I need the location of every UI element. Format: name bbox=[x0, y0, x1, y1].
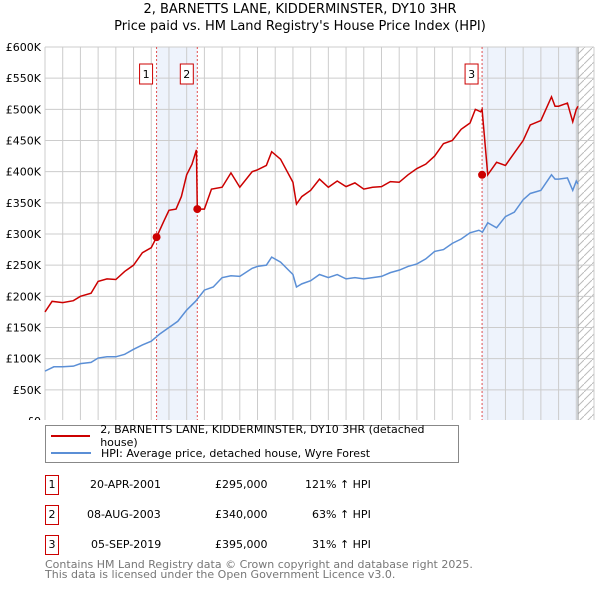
legend: 2, BARNETTS LANE, KIDDERMINSTER, DY10 3H… bbox=[45, 423, 459, 463]
legend-blue-label: HPI: Average price, detached house, Wyre… bbox=[101, 446, 371, 460]
transaction-date: 08-AUG-2003 bbox=[87, 508, 161, 521]
sale-marker-box bbox=[179, 63, 194, 85]
transaction-row: 2 08-AUG-2003 £340,000 63% ↑ HPI bbox=[45, 505, 465, 525]
sale-point bbox=[478, 170, 487, 179]
chart-title: 2, BARNETTS LANE, KIDDERMINSTER, DY10 3H… bbox=[143, 2, 457, 17]
y-tick-label: £100K bbox=[6, 353, 42, 366]
sale-point bbox=[152, 233, 161, 242]
legend-red-line bbox=[51, 435, 91, 437]
transaction-row: 3 05-SEP-2019 £395,000 31% ↑ HPI bbox=[45, 535, 465, 555]
chart-plot: 1995199619971998199920002001200220032004… bbox=[6, 41, 595, 420]
footer-copyright: Contains HM Land Registry data © Crown c… bbox=[45, 558, 473, 571]
y-tick-label: £400K bbox=[6, 166, 42, 179]
y-tick-label: £300K bbox=[6, 228, 42, 241]
transaction-hpi: 63% ↑ HPI bbox=[312, 508, 371, 521]
legend-blue-line bbox=[51, 452, 91, 454]
transaction-date: 20-APR-2001 bbox=[90, 478, 162, 491]
marker-badge: 3 bbox=[45, 535, 59, 555]
y-tick-label: £600K bbox=[6, 41, 42, 54]
y-tick-label: £50K bbox=[13, 384, 42, 397]
sale-marker-box bbox=[464, 63, 479, 85]
footer-licence: This data is licensed under the Open Gov… bbox=[45, 568, 396, 581]
y-tick-label: £350K bbox=[6, 197, 42, 210]
y-tick-label: £500K bbox=[6, 103, 42, 116]
chart-subtitle: Price paid vs. HM Land Registry's House … bbox=[114, 19, 486, 34]
marker-badge: 1 bbox=[45, 475, 59, 495]
transaction-hpi: 121% ↑ HPI bbox=[305, 478, 371, 491]
y-tick-label: £250K bbox=[6, 259, 42, 272]
transaction-hpi: 31% ↑ HPI bbox=[312, 538, 371, 551]
transaction-date: 05-SEP-2019 bbox=[91, 538, 162, 551]
transaction-price: £295,000 bbox=[215, 478, 268, 491]
sale-marker-box bbox=[139, 63, 154, 85]
legend-red-label: 2, BARNETTS LANE, KIDDERMINSTER, DY10 3H… bbox=[100, 423, 425, 449]
marker-badge: 2 bbox=[45, 505, 59, 525]
y-tick-label: £450K bbox=[6, 135, 42, 148]
y-tick-label: £0 bbox=[27, 415, 41, 420]
transaction-price: £395,000 bbox=[215, 538, 268, 551]
sale-marker-label: 3 bbox=[468, 68, 475, 81]
transaction-price: £340,000 bbox=[215, 508, 268, 521]
y-tick-label: £200K bbox=[6, 290, 42, 303]
sale-marker-label: 2 bbox=[183, 68, 190, 81]
sale-point bbox=[193, 205, 202, 214]
y-tick-label: £550K bbox=[6, 72, 42, 85]
hpi-line bbox=[44, 173, 579, 372]
transaction-row: 1 20-APR-2001 £295,000 121% ↑ HPI bbox=[45, 475, 465, 495]
footer: Contains HM Land Registry data © Crown c… bbox=[45, 558, 473, 581]
sale-marker-label: 1 bbox=[143, 68, 150, 81]
y-tick-label: £150K bbox=[6, 322, 42, 335]
price-paid-line bbox=[44, 94, 579, 313]
